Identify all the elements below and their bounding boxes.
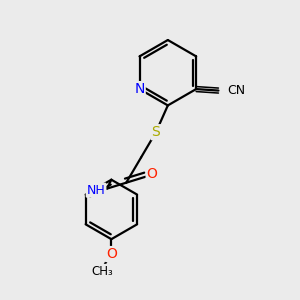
Text: N: N: [134, 82, 145, 96]
Text: CH₃: CH₃: [92, 265, 113, 278]
Text: O: O: [106, 247, 117, 261]
Text: NH: NH: [87, 184, 105, 196]
Text: CN: CN: [227, 84, 245, 97]
Text: O: O: [147, 167, 158, 182]
Text: S: S: [152, 125, 160, 139]
